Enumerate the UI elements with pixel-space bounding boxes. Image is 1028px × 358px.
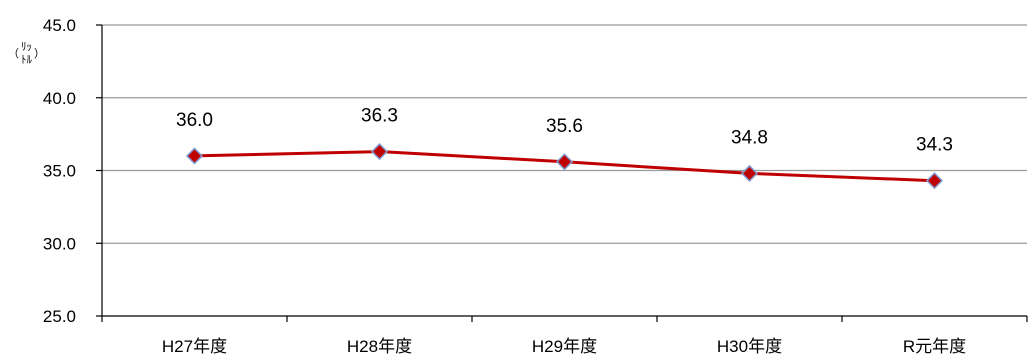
x-tick-labels: H27年度 H28年度 H29年度 H30年度 R元年度 — [162, 337, 966, 356]
y-tick-label: 30.0 — [43, 234, 76, 253]
gridlines — [102, 24, 1027, 244]
data-label: 35.6 — [546, 116, 583, 137]
series — [185, 143, 944, 190]
x-tick-label: H28年度 — [347, 337, 412, 356]
data-point-marker — [370, 143, 389, 161]
data-label: 34.3 — [916, 135, 953, 156]
data-label: 34.8 — [731, 127, 768, 148]
unit-text-bottom: ﾄﾙ — [21, 53, 32, 66]
y-tick-label: 35.0 — [43, 162, 76, 181]
y-unit-label: （ ﾘｯ ﾄﾙ ） — [8, 40, 45, 66]
x-tick-label: H27年度 — [162, 337, 227, 356]
unit-close-paren: ） — [34, 47, 45, 60]
unit-open-paren: （ — [8, 47, 19, 60]
unit-text-top: ﾘｯ — [21, 40, 32, 53]
axes — [96, 24, 1028, 322]
y-tick-labels: 25.0 30.0 35.0 40.0 45.0 — [43, 16, 76, 326]
data-label: 36.0 — [176, 110, 213, 131]
y-tick-label: 45.0 — [43, 16, 76, 35]
x-tick-label: H29年度 — [532, 337, 597, 356]
y-tick-label: 40.0 — [43, 89, 76, 108]
x-tick-label: H30年度 — [717, 337, 782, 356]
data-labels: 36.0 36.3 35.6 34.8 34.3 — [176, 106, 953, 156]
data-point-marker — [555, 153, 574, 171]
data-point-marker — [185, 147, 204, 165]
data-label: 36.3 — [361, 106, 398, 127]
x-tick-label: R元年度 — [903, 337, 966, 356]
data-point-marker — [925, 172, 944, 190]
data-point-marker — [740, 164, 759, 182]
y-tick-label: 25.0 — [43, 307, 76, 326]
